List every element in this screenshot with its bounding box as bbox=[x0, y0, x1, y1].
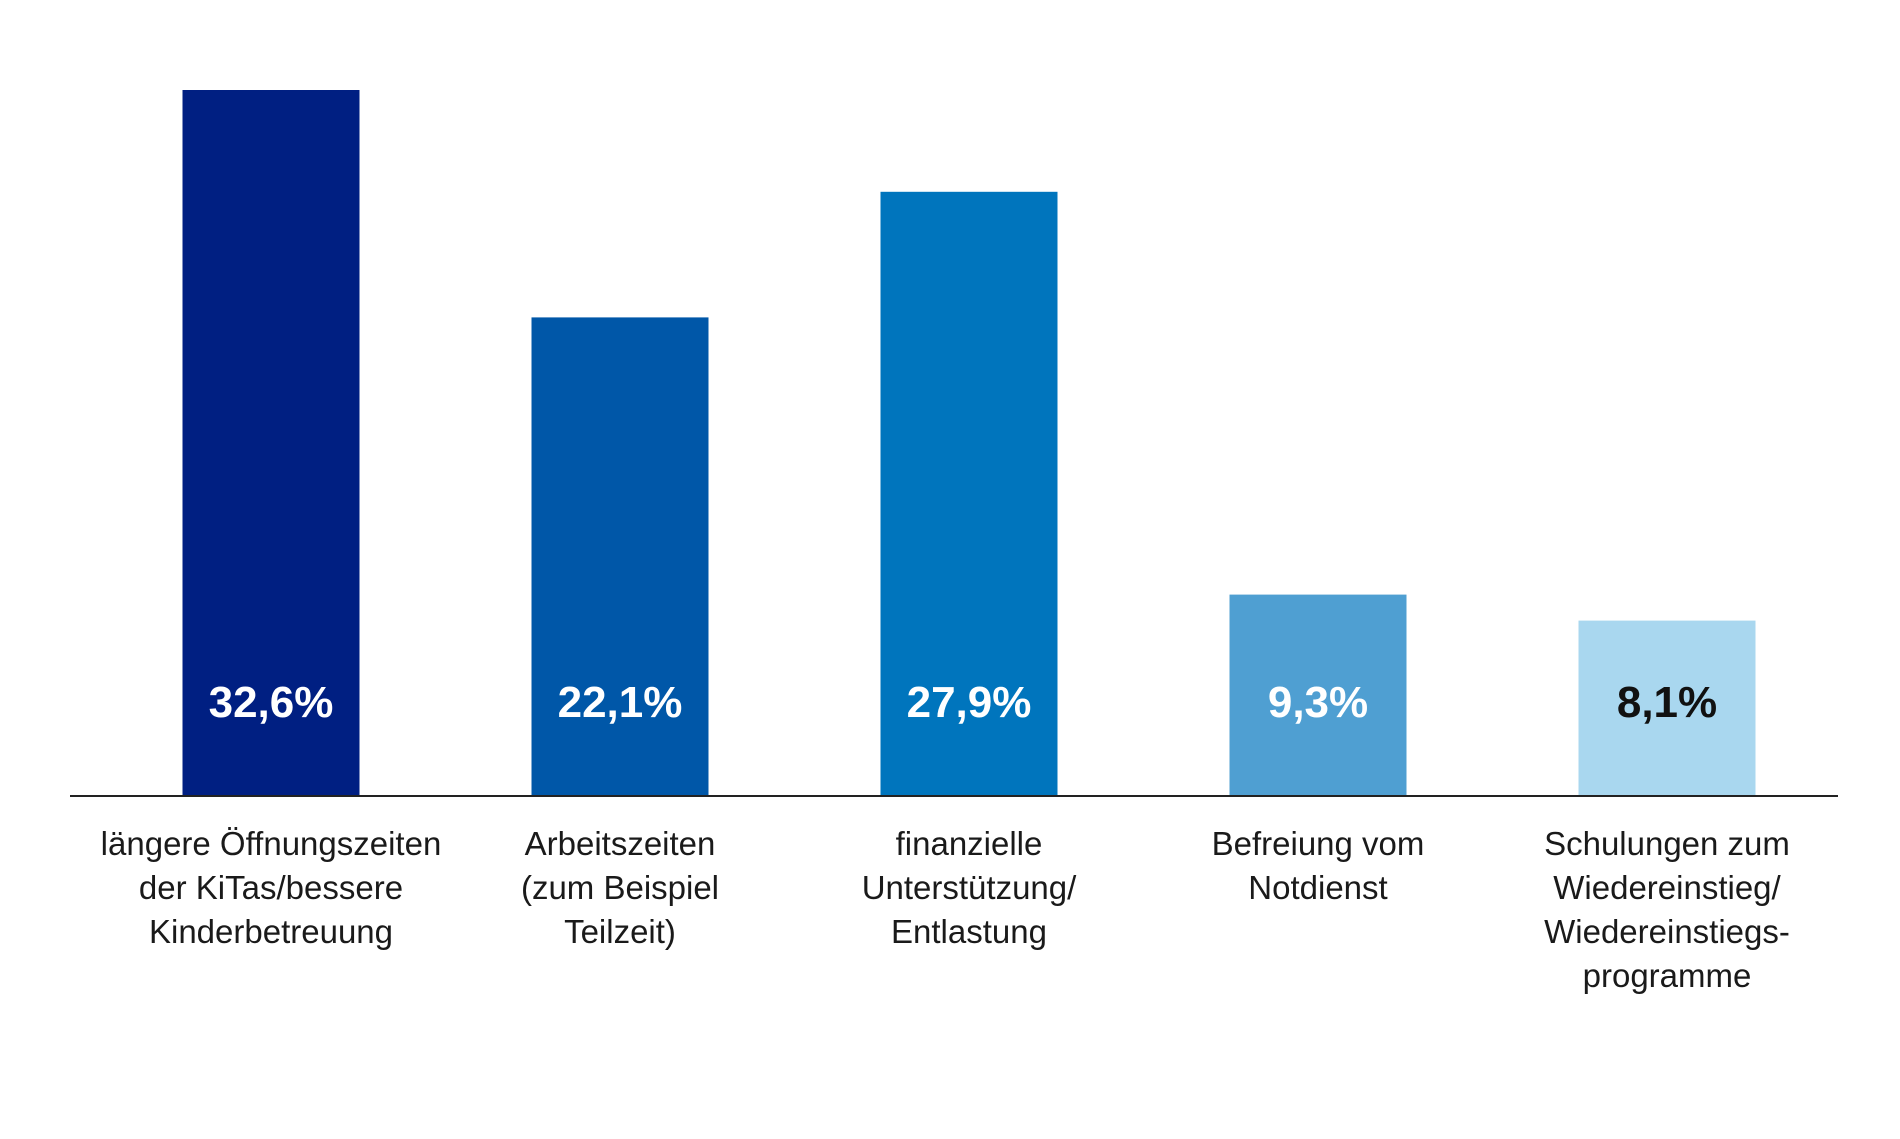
bar-2 bbox=[531, 317, 709, 796]
category-label-3: finanzielle Unterstützung/Entlastung bbox=[862, 825, 1077, 950]
category-label-line: Notdienst bbox=[1248, 869, 1387, 906]
bar-3 bbox=[880, 191, 1058, 797]
category-label-5: Schulungen zum Wiedereinstieg/Wiedereinst… bbox=[1544, 825, 1790, 994]
category-label-line: Wiedereinstiegs- bbox=[1544, 913, 1790, 950]
bar-value-label-2: 22,1% bbox=[558, 678, 683, 727]
bar-5 bbox=[1578, 620, 1756, 796]
category-label-line: finanzielle bbox=[896, 825, 1043, 862]
category-label-line: Teilzeit) bbox=[564, 913, 676, 950]
category-label-4: Befreiung vom Notdienst bbox=[1212, 825, 1425, 906]
category-label-line: der KiTas/bessere bbox=[139, 869, 403, 906]
bar-1 bbox=[182, 90, 360, 796]
bars-layer bbox=[182, 90, 1756, 797]
category-label-line: längere Öffnungszeiten bbox=[101, 825, 442, 862]
category-label-line: Wiedereinstieg/ bbox=[1553, 869, 1781, 906]
category-label-line: Entlastung bbox=[891, 913, 1047, 950]
bar-value-label-1: 32,6% bbox=[209, 678, 334, 727]
category-label-line: Kinderbetreuung bbox=[149, 913, 393, 950]
category-label-line: programme bbox=[1583, 957, 1752, 994]
category-label-line: (zum Beispiel bbox=[521, 869, 719, 906]
value-labels-layer: 32,6% 22,1% 27,9% 9,3% 8,1% bbox=[209, 678, 1718, 727]
category-label-line: Befreiung vom bbox=[1212, 825, 1425, 862]
category-label-line: Unterstützung/ bbox=[862, 869, 1077, 906]
bar-value-label-4: 9,3% bbox=[1268, 678, 1368, 727]
category-label-line: Schulungen zum bbox=[1544, 825, 1790, 862]
bar-value-label-5: 8,1% bbox=[1617, 678, 1717, 727]
category-label-line: Arbeitszeiten bbox=[525, 825, 716, 862]
category-labels-layer: längere Öffnungszeiten der KiTas/bessere K… bbox=[101, 825, 1790, 994]
category-label-1: längere Öffnungszeiten der KiTas/bessere K… bbox=[101, 825, 442, 950]
bar-4 bbox=[1229, 594, 1407, 796]
category-label-2: Arbeitszeiten (zum Beispiel Teilzeit) bbox=[521, 825, 719, 950]
bar-value-label-3: 27,9% bbox=[907, 678, 1032, 727]
